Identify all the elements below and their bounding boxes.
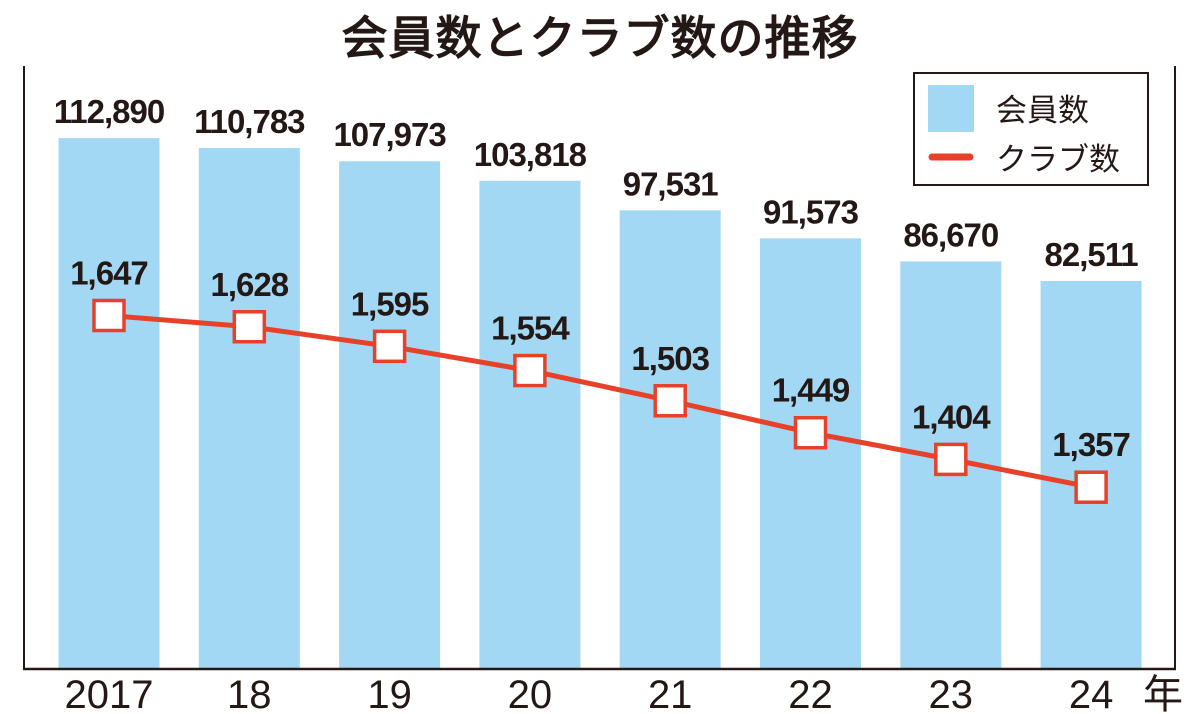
line-value-label: 1,595	[351, 285, 429, 322]
line-marker-24	[1074, 470, 1108, 504]
line-value-label: 1,628	[211, 266, 289, 303]
bar-value-label: 107,973	[333, 116, 446, 153]
legend: 会員数 クラブ数	[913, 72, 1149, 186]
line-value-label: 1,357	[1052, 426, 1130, 463]
x-unit-label: 年	[1143, 673, 1183, 714]
line-value-label: 1,554	[491, 310, 570, 347]
bar-value-label: 91,573	[763, 193, 859, 230]
line-marker-23	[934, 442, 968, 477]
bar-18	[198, 148, 300, 670]
bar-value-label: 103,818	[474, 136, 587, 173]
bar-value-label: 97,531	[623, 165, 719, 202]
line-value-label: 1,647	[70, 255, 148, 292]
bar-2017	[58, 138, 160, 669]
x-tick-label: 19	[367, 673, 412, 714]
x-tick-label: 20	[508, 673, 553, 714]
x-tick-label: 22	[788, 673, 833, 714]
bar-value-label: 110,783	[194, 103, 305, 140]
bar-value-label: 112,890	[54, 93, 164, 130]
line-marker-22	[793, 415, 828, 450]
chart-title: 会員数とクラブ数の推移	[341, 11, 859, 65]
x-tick-label: 24	[1069, 673, 1114, 714]
line-value-label: 1,404	[912, 398, 991, 435]
line-marker-20	[513, 353, 547, 388]
line-value-label: 1,449	[772, 372, 850, 409]
line-marker-19	[372, 329, 407, 364]
bar-19	[339, 161, 441, 669]
line-marker-18	[232, 310, 267, 344]
x-tick-label: 18	[227, 673, 272, 714]
club-count-line	[108, 313, 1092, 490]
bar-22	[760, 238, 861, 669]
line-value-label: 1,503	[631, 340, 709, 377]
line-marker-2017	[92, 298, 126, 333]
legend-label-bar: 会員数	[996, 93, 1089, 129]
bar-20	[479, 180, 581, 669]
legend-label-line: クラブ数	[996, 142, 1120, 178]
legend-swatch-bar	[928, 85, 974, 132]
x-tick-label: 23	[929, 673, 974, 714]
x-tick-label: 2017	[65, 673, 154, 714]
bar-value-label: 86,670	[903, 216, 998, 253]
x-tick-label: 21	[648, 673, 693, 714]
bar-21	[619, 210, 721, 669]
line-marker-21	[653, 384, 687, 418]
bar-value-label: 82,511	[1045, 236, 1139, 273]
